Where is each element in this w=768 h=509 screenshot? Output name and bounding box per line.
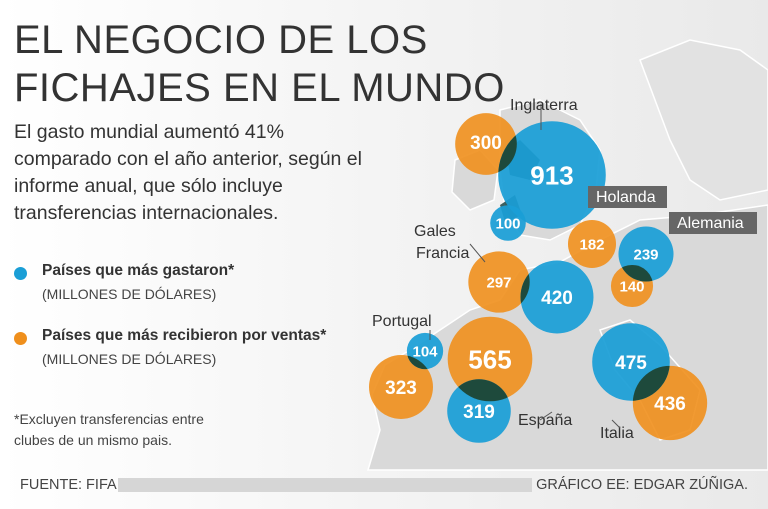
title-line-1: EL NEGOCIO DE LOS (14, 18, 428, 62)
spent-value-label: 100 (495, 215, 520, 232)
legend-unit-received: (MILLONES DE DÓLARES) (42, 351, 217, 367)
spent-value-label: 319 (463, 402, 495, 423)
received-bubble-holanda (567, 219, 617, 269)
received-bubble-espana (447, 316, 533, 402)
subtitle: El gasto mundial aumentó 41% comparado c… (14, 121, 362, 224)
country-label-espana: España (518, 412, 572, 429)
leader-line (469, 243, 486, 263)
legend-dot-blue (14, 267, 27, 280)
legend-label-received: Países que más recibieron por ventas* (42, 327, 327, 344)
footnote: *Excluyen transferencias entre clubes de… (14, 411, 204, 448)
credit-text: GRÁFICO EE: EDGAR ZÚÑIGA. (536, 477, 748, 493)
received-value-label: 323 (385, 378, 417, 399)
bubble-layer (369, 113, 708, 443)
received-value-label: 300 (470, 133, 502, 154)
received-value-label: 182 (579, 236, 604, 253)
footer-bar (118, 478, 532, 492)
spent-value-label: 913 (530, 160, 573, 190)
country-label-inglaterra: Inglaterra (510, 97, 578, 114)
spent-bubble-gales (490, 205, 526, 241)
country-label-gales: Gales (414, 223, 456, 240)
spent-bubble-inglaterra (498, 121, 606, 229)
bubble-overlap (632, 365, 670, 401)
country-label-holanda: Holanda (596, 189, 656, 206)
country-label-italia: Italia (600, 425, 634, 442)
received-bubble-portugal (369, 355, 433, 419)
received-value-label: 297 (486, 274, 511, 291)
source-text: FUENTE: FIFA (20, 477, 117, 493)
spent-value-label: 475 (615, 353, 647, 374)
received-value-label: 140 (619, 278, 644, 295)
country-label-portugal: Portugal (372, 313, 432, 330)
page-title: EL NEGOCIO DE LOS FICHAJES EN EL MUNDO (14, 16, 505, 112)
title-line-2: FICHAJES EN EL MUNDO (14, 66, 505, 110)
legend-dot-orange (14, 332, 27, 345)
spent-value-label: 104 (412, 343, 438, 360)
received-value-label: 565 (468, 344, 511, 374)
received-value-label: 436 (654, 394, 686, 415)
legend-label-spent: Países que más gastaron* (42, 262, 235, 279)
label-box-holanda (588, 186, 667, 208)
spent-value-label: 420 (541, 288, 573, 309)
legend-unit-spent: (MILLONES DE DÓLARES) (42, 286, 217, 302)
spent-bubble-francia (520, 260, 594, 334)
label-box-alemania (669, 212, 757, 234)
country-label-alemania: Alemania (677, 215, 744, 232)
country-label-layer: 913 100 420 239 104 319 475 300 182 140 297 323 565 4… (372, 97, 757, 442)
spent-value-label: 239 (633, 246, 658, 263)
received-bubble-francia (468, 251, 530, 313)
leader-line (611, 419, 621, 429)
country-label-francia: Francia (416, 245, 469, 262)
leader-line (539, 411, 553, 421)
